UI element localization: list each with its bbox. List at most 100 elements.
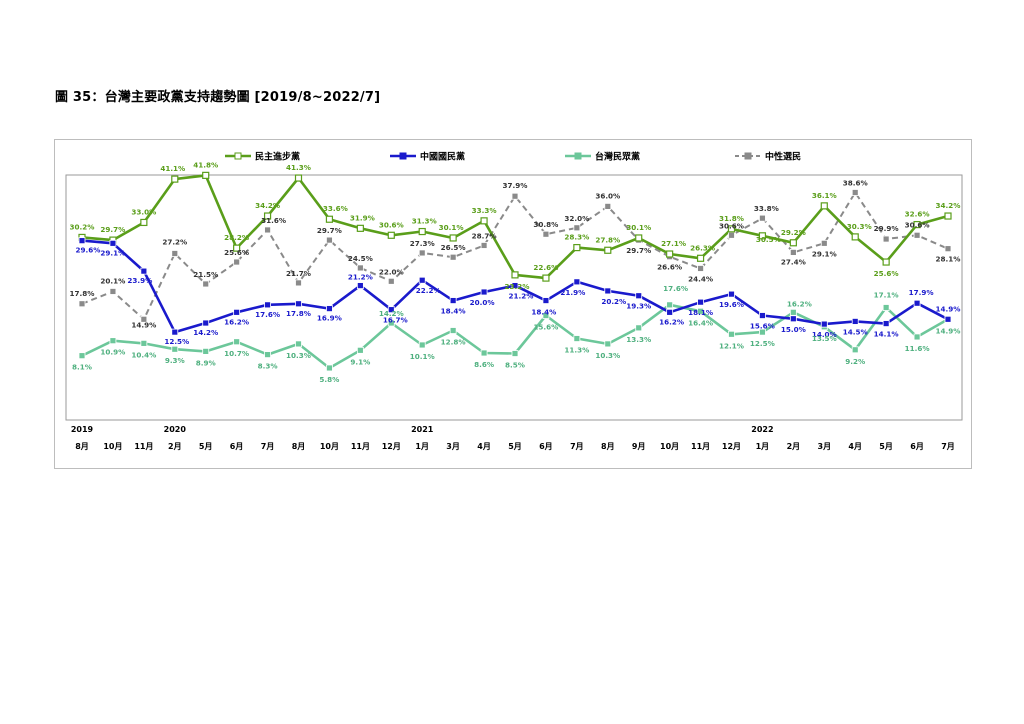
series-1-label-24: 14.0%: [812, 330, 837, 339]
series-3-label-7: 21.7%: [286, 269, 311, 278]
series-1-label-21: 19.6%: [719, 300, 744, 309]
series-0-point-5: [233, 244, 241, 252]
x-year-label-0: 2019: [71, 425, 94, 434]
series-3-label-23: 27.4%: [781, 257, 806, 266]
x-tick-label-14: 5月: [508, 442, 522, 451]
series-1-point-11: [418, 276, 426, 284]
series-0-label-4: 41.8%: [193, 160, 218, 169]
series-3-point-2: [140, 315, 148, 323]
x-tick-label-25: 4月: [848, 442, 862, 451]
series-3-point-26: [882, 235, 890, 243]
series-2-point-3: [171, 345, 179, 353]
series-0-point-24: [820, 202, 828, 210]
series-0-label-1: 29.7%: [100, 225, 125, 234]
series-2-label-28: 14.9%: [936, 326, 961, 335]
series-0-point-11: [418, 227, 426, 236]
series-2-label-0: 8.1%: [72, 363, 92, 372]
series-0-label-3: 41.1%: [160, 164, 185, 173]
series-0-label-19: 27.1%: [661, 239, 686, 248]
series-0-label-7: 41.3%: [286, 163, 311, 172]
series-2-point-27: [913, 333, 921, 341]
series-2-point-11: [418, 341, 426, 349]
x-tick-label-1: 10月: [103, 442, 122, 451]
series-0-label-25: 30.3%: [847, 222, 872, 231]
series-2-label-16: 11.3%: [564, 346, 589, 355]
series-0-point-13: [480, 217, 488, 225]
series-2-label-1: 10.9%: [100, 348, 125, 357]
series-0-point-9: [356, 224, 364, 232]
series-2-point-18: [635, 324, 643, 332]
series-1-point-7: [295, 300, 302, 308]
series-3-label-18: 29.7%: [626, 246, 651, 255]
series-0-point-28: [944, 212, 952, 220]
chart-frame: 民主進步黨 中國國民黨 台灣民眾黨 中性選民 30.2% 29.7% 33.0% 41.1% 4…: [54, 139, 972, 469]
series-1-label-13: 20.0%: [470, 298, 495, 307]
series-3-point-16: [573, 224, 581, 232]
series-2-label-2: 10.4%: [131, 350, 156, 359]
series-1-point-3: [171, 328, 179, 336]
series-0-label-17: 27.8%: [595, 235, 620, 244]
series-3-label-5: 25.6%: [224, 248, 249, 257]
series-1-label-8: 16.9%: [317, 314, 342, 323]
series-2-point-5: [233, 338, 241, 346]
series-2-point-9: [356, 346, 364, 354]
x-tick-label-0: 8月: [75, 442, 89, 451]
series-1-label-6: 17.6%: [255, 310, 280, 319]
series-1-label-18: 19.3%: [626, 302, 651, 311]
series-3-label-25: 38.6%: [843, 179, 868, 188]
series-1-point-25: [851, 318, 859, 325]
series-1-label-20: 18.1%: [688, 308, 713, 317]
series-1-point-21: [728, 290, 735, 298]
series-1-label-14: 21.2%: [509, 292, 534, 301]
series-2-point-15: [542, 312, 550, 319]
series-3-point-8: [326, 236, 333, 244]
x-tick-label-17: 8月: [601, 442, 615, 451]
series-1-point-18: [635, 292, 643, 300]
x-tick-label-21: 12月: [722, 442, 741, 451]
series-0-label-18: 30.1%: [626, 223, 651, 232]
series-1-label-2: 23.9%: [127, 276, 152, 285]
x-tick-label-22: 1月: [756, 442, 770, 451]
series-3-label-1: 20.1%: [100, 277, 125, 286]
series-3-label-4: 21.5%: [193, 270, 218, 279]
series-3-label-24: 29.1%: [812, 249, 837, 258]
series-2-point-4: [202, 347, 210, 355]
series-2-label-24: 13.5%: [812, 334, 837, 343]
series-2-label-6: 8.3%: [258, 362, 278, 371]
series-1-label-4: 14.2%: [193, 328, 218, 337]
series-2-label-8: 5.8%: [319, 375, 339, 384]
series-0-point-19: [666, 250, 674, 258]
series-3-label-17: 36.0%: [595, 191, 620, 200]
series-1-label-26: 14.1%: [874, 330, 899, 339]
series-1-label-5: 16.2%: [224, 317, 249, 326]
series-2-point-6: [264, 351, 271, 358]
series-2-label-4: 8.9%: [196, 358, 216, 367]
series-3-label-10: 22.0%: [379, 267, 404, 276]
series-1-label-28: 14.9%: [936, 304, 961, 313]
series-2-point-1: [109, 337, 117, 345]
series-0-label-22: 30.5%: [756, 235, 781, 244]
x-tick-label-5: 6月: [230, 442, 244, 451]
series-1-label-17: 20.2%: [601, 297, 626, 306]
series-1-label-0: 29.6%: [76, 246, 101, 255]
series-0-point-26: [882, 258, 890, 266]
series-0-point-8: [325, 215, 334, 223]
series-3-label-21: 30.6%: [719, 221, 744, 230]
series-1-label-16: 21.9%: [560, 288, 585, 297]
x-tick-label-23: 2月: [787, 442, 801, 451]
series-3-point-5: [233, 258, 241, 266]
series-2-label-18: 13.3%: [626, 335, 651, 344]
series-1-point-17: [604, 287, 612, 295]
series-2-point-10: [387, 319, 395, 327]
series-1-label-15: 18.4%: [531, 308, 556, 317]
series-1-point-4: [202, 319, 210, 327]
series-2-point-0: [78, 352, 86, 360]
series-2-point-7: [295, 340, 302, 348]
series-3-label-22: 33.8%: [754, 204, 779, 213]
series-1-label-19: 16.2%: [659, 317, 684, 326]
series-3-point-28: [944, 245, 952, 253]
series-3-point-13: [480, 242, 488, 249]
series-0-label-8: 33.6%: [323, 204, 348, 213]
series-0-point-6: [263, 212, 272, 220]
series-2-label-25: 9.2%: [845, 357, 865, 366]
